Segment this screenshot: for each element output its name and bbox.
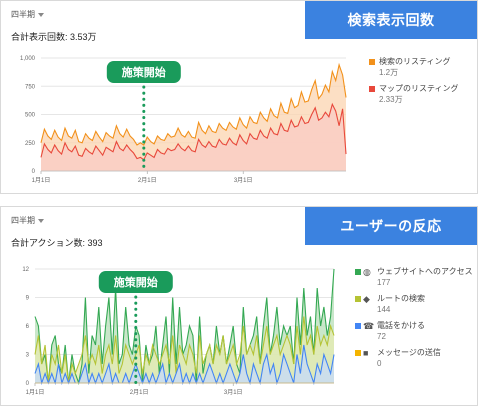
- phone-icon: ☎: [363, 321, 375, 331]
- legend-label: 検索のリスティング: [379, 57, 451, 66]
- legend-swatch: [369, 86, 375, 92]
- directions-icon: ◆: [363, 294, 370, 304]
- legend-swatch: [369, 59, 375, 65]
- legend-value: 144: [377, 305, 391, 314]
- actions-area: [35, 345, 334, 383]
- y-tick-label: 750: [25, 84, 36, 90]
- y-tick-label: 0: [32, 169, 36, 175]
- x-tick-label: 3月1日: [224, 389, 243, 396]
- x-tick-label: 2月1日: [130, 389, 149, 396]
- globe-icon: ◍: [363, 267, 371, 277]
- actions-line: [34, 268, 335, 386]
- y-tick-label: 1,000: [20, 56, 36, 62]
- section-tag: ユーザーの反応: [305, 207, 477, 245]
- impressions-chart: 0 250 500 750 1,000 1月1日 2月1日 3月1日 施策開始: [20, 56, 347, 184]
- period-dropdown[interactable]: 四半期: [11, 9, 44, 20]
- section-tag: 検索表示回数: [305, 1, 477, 39]
- legend-swatch: [355, 269, 361, 275]
- actions-legend: ◍ ウェブサイトへのアクセス 177 ◆ ルートの検索 144 ☎ 電話をかける 72 ■ メッセー…: [355, 267, 473, 375]
- legend-item[interactable]: 検索のリスティング 1.2万: [369, 57, 459, 78]
- y-tick-label: 250: [25, 141, 36, 147]
- legend-swatch: [355, 323, 361, 329]
- y-tick-label: 9: [26, 296, 30, 302]
- legend-value: 72: [377, 332, 386, 341]
- impressions-line: [40, 102, 347, 161]
- x-tick-label: 2月1日: [138, 177, 157, 184]
- legend-swatch: [355, 296, 361, 302]
- legend-item[interactable]: ◍ ウェブサイトへのアクセス 177: [355, 267, 473, 288]
- x-tick-label: 3月1日: [234, 177, 253, 184]
- legend-item[interactable]: ◆ ルートの検索 144: [355, 294, 473, 315]
- actions-line: [34, 316, 335, 384]
- y-tick-label: 0: [26, 381, 30, 387]
- chevron-down-icon: [38, 12, 44, 17]
- legend-label: マップのリスティング: [379, 84, 459, 93]
- period-label: 四半期: [11, 10, 35, 19]
- total-impressions: 合計表示回数: 3.53万: [11, 32, 97, 42]
- legend-swatch: [355, 350, 361, 356]
- start-marker-badge: [98, 271, 173, 293]
- actions-chart: 0 3 6 9 12 1月1日 2月1日 3月1日 施策開始: [22, 267, 335, 396]
- legend-label: 電話をかける: [377, 321, 425, 330]
- legend-value: 0: [377, 359, 382, 368]
- period-dropdown[interactable]: 四半期: [11, 215, 44, 226]
- message-icon: ■: [363, 348, 369, 358]
- legend-item[interactable]: マップのリスティング 2.33万: [369, 84, 459, 105]
- y-tick-label: 500: [25, 113, 36, 119]
- impressions-panel: 四半期 合計表示回数: 3.53万 検索表示回数 0 250 500 750 1,000…: [0, 0, 478, 194]
- legend-label: メッセージの送信: [377, 348, 441, 357]
- x-tick-label: 1月1日: [26, 389, 45, 396]
- legend-label: ウェブサイトへのアクセス: [377, 267, 473, 276]
- chevron-down-icon: [38, 218, 44, 223]
- legend-value: 2.33万: [379, 95, 403, 104]
- period-label: 四半期: [11, 216, 35, 225]
- start-marker-label: 施策開始: [122, 65, 166, 79]
- legend-label: ルートの検索: [377, 294, 425, 303]
- legend-item[interactable]: ■ メッセージの送信 0: [355, 348, 473, 369]
- legend-value: 1.2万: [379, 68, 399, 77]
- total-actions: 合計アクション数: 393: [11, 238, 103, 248]
- impressions-legend: 検索のリスティング 1.2万マップのリスティング 2.33万: [369, 57, 459, 111]
- x-tick-label: 1月1日: [32, 177, 51, 184]
- impressions-line: [40, 62, 347, 146]
- actions-line: [34, 344, 335, 386]
- y-tick-label: 3: [26, 353, 30, 359]
- start-marker-badge: [106, 61, 181, 83]
- legend-item[interactable]: ☎ 電話をかける 72: [355, 321, 473, 342]
- start-marker-label: 施策開始: [114, 275, 158, 289]
- impressions-area: [41, 104, 346, 171]
- y-tick-label: 12: [22, 267, 29, 273]
- y-tick-label: 6: [26, 324, 30, 330]
- legend-value: 177: [377, 278, 391, 287]
- actions-panel: 四半期 合計アクション数: 393 ユーザーの反応 0 3 6 9 12 1月1日 2月1日…: [0, 206, 478, 406]
